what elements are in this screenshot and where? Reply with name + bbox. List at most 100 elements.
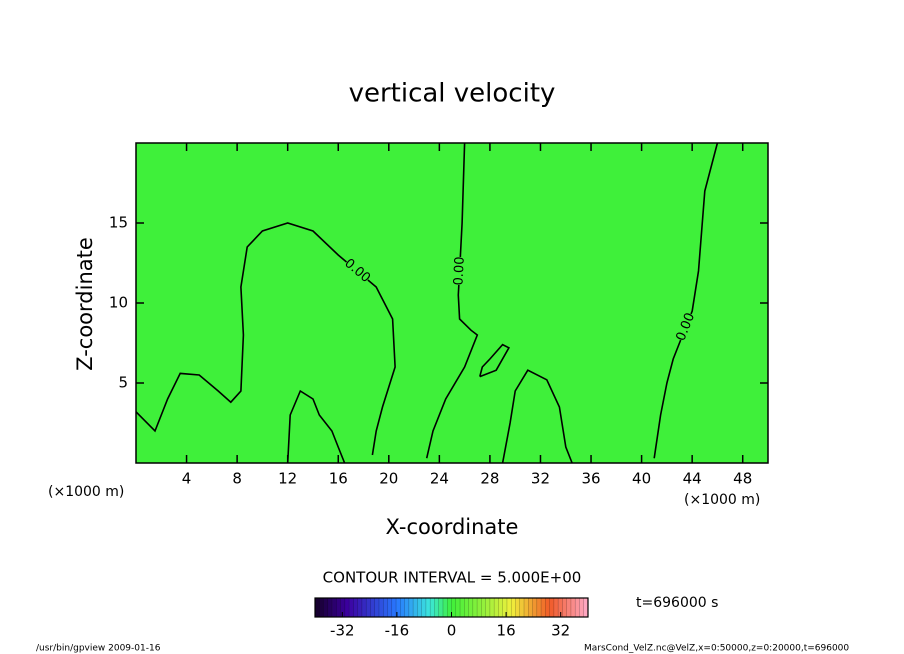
colorbar-cell xyxy=(349,598,354,617)
contour-label-bg xyxy=(674,311,698,343)
colorbar-cell xyxy=(506,598,512,617)
colorbar-cell xyxy=(549,598,555,617)
colorbar-cell xyxy=(447,598,452,617)
colorbar-cell xyxy=(472,598,478,617)
colorbar-cell xyxy=(562,598,567,617)
contour-interval: CONTOUR INTERVAL = 5.000E+00 xyxy=(323,569,582,587)
colorbar-cell xyxy=(524,598,529,617)
y-tick-label: 5 xyxy=(118,374,128,392)
x-unit-label: (×1000 m) xyxy=(48,484,124,500)
colorbar-cell xyxy=(344,598,350,617)
chart-title: vertical velocity xyxy=(349,79,556,109)
colorbar-cell xyxy=(528,598,533,617)
colorbar-cell xyxy=(477,598,482,617)
colorbar-cell xyxy=(408,598,414,617)
colorbar-cell xyxy=(336,598,341,617)
colorbar-cell xyxy=(400,598,405,617)
colorbar-cell xyxy=(494,598,499,617)
colorbar-cell xyxy=(558,598,563,617)
contour-line xyxy=(479,343,511,378)
colorbar-cell xyxy=(357,598,363,617)
colorbar-cell xyxy=(434,598,440,617)
x-tick-label: 48 xyxy=(733,470,752,488)
colorbar-cell xyxy=(374,598,380,617)
colorbar-cell xyxy=(353,598,358,617)
colorbar-cell xyxy=(430,598,435,617)
colorbar-tick-label: -32 xyxy=(330,622,355,640)
x-tick-label: 16 xyxy=(329,470,348,488)
colorbar-cell xyxy=(502,598,508,617)
colorbar-cell xyxy=(566,598,572,617)
y-tick-label: 10 xyxy=(109,294,128,312)
colorbar-cell xyxy=(511,598,516,617)
colorbar-cell xyxy=(319,598,324,617)
colorbar-cell xyxy=(468,598,474,617)
contour-line xyxy=(135,222,396,456)
contour-line xyxy=(286,389,346,464)
footer-right: MarsCond_VelZ.nc@VelZ,x=0:50000,z=0:2000… xyxy=(584,644,849,654)
x-tick-label: 12 xyxy=(278,470,297,488)
colorbar-cell xyxy=(396,598,401,617)
colorbar-cell xyxy=(570,598,576,617)
colorbar-cell xyxy=(489,598,495,617)
colorbar-cell xyxy=(404,598,410,617)
contour-line xyxy=(501,369,573,464)
colorbar-tick-label: 32 xyxy=(551,622,570,640)
x-tick-label: 8 xyxy=(232,470,242,488)
colorbar-cell xyxy=(327,598,333,617)
colorbar-cell xyxy=(481,598,486,617)
colorbar-tick-label: 0 xyxy=(447,622,457,640)
x-tick-label: 44 xyxy=(683,470,702,488)
colorbar-cell xyxy=(442,598,448,617)
colorbar-cell xyxy=(460,598,465,617)
footer-left: /usr/bin/gpview 2009-01-16 xyxy=(36,644,161,654)
contour-line xyxy=(425,142,479,459)
plot-fill xyxy=(136,143,768,463)
colorbar-cell xyxy=(455,598,461,617)
x-tick-label: 20 xyxy=(379,470,398,488)
colorbar-cell xyxy=(332,598,337,617)
colorbar-cell xyxy=(541,598,546,617)
colorbar-cell xyxy=(315,598,320,617)
contour-label-bg xyxy=(451,256,468,286)
colorbar-cell xyxy=(575,598,580,617)
colorbar-cell xyxy=(425,598,431,617)
colorbar-cell xyxy=(417,598,422,617)
colorbar-cell xyxy=(340,598,346,617)
colorbar-cell xyxy=(579,598,585,617)
colorbar-cell xyxy=(545,598,550,617)
colorbar-cell xyxy=(451,598,457,617)
colorbar-tick-label: 16 xyxy=(497,622,516,640)
x-tick-label: 32 xyxy=(531,470,550,488)
colorbar-cell xyxy=(532,598,538,617)
x-tick-label: 28 xyxy=(480,470,499,488)
colorbar-cell xyxy=(366,598,371,617)
contour-label: 0.00 xyxy=(451,256,468,286)
colorbar-cell xyxy=(485,598,491,617)
colorbar-cell xyxy=(391,598,397,617)
y-tick-label: 15 xyxy=(109,214,128,232)
colorbar-cell xyxy=(387,598,393,617)
colorbar-cell xyxy=(536,598,542,617)
colorbar-cell xyxy=(378,598,384,617)
colorbar-cell xyxy=(553,598,559,617)
colorbar-tick-label: -16 xyxy=(385,622,410,640)
colorbar-cell xyxy=(519,598,525,617)
colorbar-cell xyxy=(383,598,388,617)
colorbar-cell xyxy=(583,598,589,617)
time-label: t=696000 s xyxy=(636,595,718,611)
contour-label-bg xyxy=(341,256,373,286)
colorbar-cell xyxy=(413,598,418,617)
colorbar-cell xyxy=(323,598,329,617)
colorbar-cell xyxy=(515,598,521,617)
colorbar-cell xyxy=(438,598,444,617)
colorbar-cell xyxy=(464,598,469,617)
y-axis-label: Z-coordinate xyxy=(73,237,97,371)
colorbar-cell xyxy=(421,598,427,617)
x-tick-label: 24 xyxy=(430,470,449,488)
colorbar-cell xyxy=(498,598,503,617)
x-tick-label: 4 xyxy=(182,470,192,488)
x-unit-label: (×1000 m) xyxy=(684,492,760,508)
